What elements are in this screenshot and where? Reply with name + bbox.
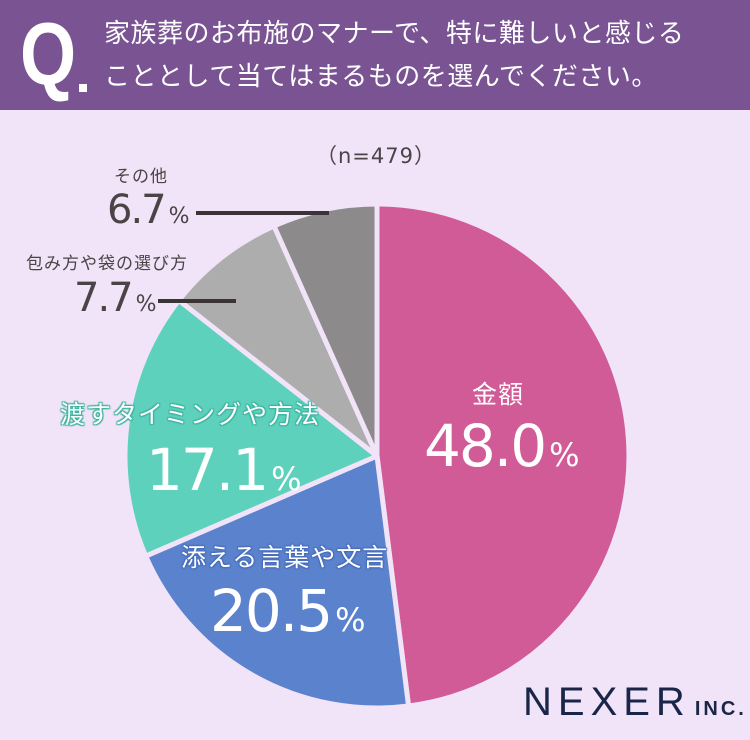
label-timing-value: 17.1% <box>146 436 302 504</box>
question-text-line-1: 家族葬のお布施のマナーで、特に難しいと感じる <box>104 19 685 49</box>
question-text-line-2: こととして当てはまるものを選んでください。 <box>104 62 658 92</box>
percent-sign: % <box>168 204 190 229</box>
label-kingaku-number: 48.0 <box>424 412 547 480</box>
leader-line-tsutsumi <box>158 299 236 303</box>
percent-sign: % <box>135 292 157 317</box>
percent-sign: % <box>271 460 302 498</box>
label-tsutsumi-category: 包み方や袋の選び方 <box>26 254 188 274</box>
label-kotoba-category: 添える言葉や文言 <box>181 543 389 572</box>
brand-name: NEXER <box>523 680 691 724</box>
slice-kingaku <box>374 201 632 709</box>
percent-sign: % <box>549 436 580 474</box>
label-kingaku-category: 金額 <box>472 380 525 409</box>
label-kotoba-number: 20.5 <box>210 577 333 645</box>
nexer-logo: NEXER INC. <box>523 682 747 729</box>
label-timing-category: 渡すタイミングや方法 <box>60 400 321 429</box>
q-dot <box>79 84 87 92</box>
slice-sonota <box>271 201 380 459</box>
label-kotoba-value: 20.5% <box>210 577 366 645</box>
percent-sign: % <box>335 601 366 639</box>
slice-tsutsumi <box>176 223 380 459</box>
question-header: Q 家族葬のお布施のマナーで、特に難しいと感じる こととして当てはまるものを選ん… <box>0 0 750 110</box>
q-mark: Q <box>20 4 76 103</box>
slice-kotoba <box>143 453 412 711</box>
label-timing-number: 17.1 <box>146 436 269 504</box>
label-kingaku-value: 48.0% <box>424 412 580 480</box>
label-sonota-category: その他 <box>114 167 168 187</box>
label-tsutsumi-value: 7.7% <box>74 275 157 321</box>
label-sonota-number: 6.7 <box>107 187 167 233</box>
slice-timing <box>122 297 380 559</box>
brand-suffix: INC. <box>694 698 747 720</box>
leader-line-sonota <box>196 211 329 215</box>
label-sonota-value: 6.7% <box>107 187 190 233</box>
label-tsutsumi-number: 7.7 <box>74 275 134 321</box>
sample-size: （n=479） <box>316 144 436 168</box>
